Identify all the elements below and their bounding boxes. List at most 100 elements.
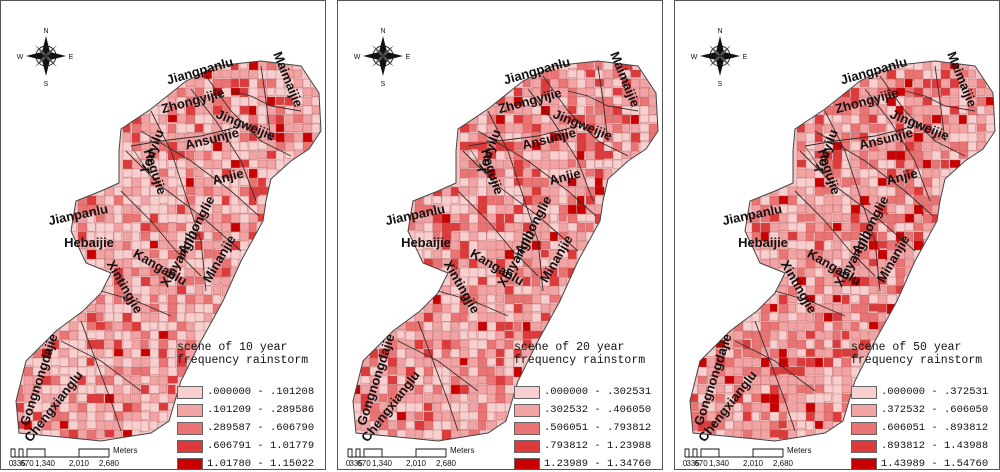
parcel	[468, 276, 480, 286]
parcel	[504, 159, 514, 169]
parcel	[760, 321, 771, 332]
parcel	[868, 249, 877, 261]
parcel	[841, 213, 851, 222]
parcel	[405, 357, 416, 369]
parcel	[414, 222, 425, 231]
parcel	[140, 150, 150, 160]
legend-swatch	[514, 439, 540, 453]
street-line	[457, 190, 539, 277]
parcel	[149, 366, 161, 375]
parcel	[203, 96, 213, 105]
parcel	[621, 69, 631, 78]
parcel	[558, 231, 568, 240]
parcel	[149, 204, 160, 214]
parcel	[823, 105, 834, 116]
parcel	[167, 312, 177, 322]
parcel	[540, 150, 551, 159]
parcel	[778, 366, 789, 375]
parcel	[77, 357, 87, 367]
parcel	[531, 177, 541, 188]
parcel	[733, 321, 743, 331]
parcel	[733, 348, 742, 360]
parcel	[778, 312, 790, 322]
parcel	[495, 114, 506, 125]
parcel	[459, 159, 469, 169]
parcel	[203, 249, 213, 258]
district-map: NSW E Jiangpanlu MaimaijieZhongyijieYouyilu…	[689, 28, 996, 445]
parcel	[239, 249, 250, 261]
parcel	[293, 69, 303, 78]
compass-e-label: E	[743, 54, 748, 61]
parcel	[760, 411, 770, 420]
parcel	[796, 348, 808, 357]
parcel	[131, 357, 142, 366]
parcel	[531, 150, 543, 161]
parcel	[778, 339, 788, 350]
parcel	[805, 411, 815, 422]
street-line	[130, 125, 242, 147]
parcel	[522, 321, 531, 333]
parcel	[203, 159, 214, 169]
street-line	[467, 125, 579, 147]
parcel	[648, 87, 658, 97]
parcel	[769, 384, 779, 396]
parcel	[432, 249, 442, 259]
parcel	[513, 123, 525, 134]
parcel	[769, 402, 781, 413]
parcel	[504, 285, 514, 295]
parcel	[95, 249, 106, 259]
parcel	[742, 393, 752, 403]
parcel	[814, 348, 823, 358]
parcel	[459, 222, 470, 231]
parcel	[486, 222, 496, 231]
parcel	[203, 294, 213, 305]
parcel	[904, 222, 914, 231]
parcel	[715, 348, 725, 358]
parcel	[540, 141, 550, 151]
parcel	[787, 330, 797, 342]
parcel	[495, 402, 506, 414]
parcel	[585, 141, 596, 152]
street-line	[527, 88, 594, 202]
parcel	[796, 150, 805, 162]
parcel	[760, 222, 771, 233]
parcel	[284, 105, 294, 115]
parcel	[504, 231, 515, 243]
parcel	[113, 384, 124, 395]
parcel	[468, 177, 479, 188]
parcel	[212, 285, 221, 295]
parcel	[877, 276, 887, 285]
parcel	[158, 114, 167, 126]
parcel	[531, 312, 542, 323]
parcel	[760, 429, 771, 439]
parcel	[522, 213, 532, 223]
parcel	[167, 321, 178, 331]
parcel	[248, 69, 259, 79]
parcel	[913, 222, 924, 231]
parcel	[257, 132, 266, 141]
parcel	[140, 267, 150, 276]
parcel	[230, 141, 241, 151]
parcel	[257, 61, 268, 71]
parcel	[468, 375, 479, 387]
parcel	[814, 276, 825, 287]
parcel	[212, 150, 223, 161]
parcel	[230, 258, 239, 267]
parcel	[486, 285, 497, 296]
parcel	[904, 195, 914, 205]
parcel	[976, 114, 987, 125]
parcel	[576, 150, 585, 161]
parcel	[450, 195, 459, 204]
parcel	[540, 258, 550, 267]
parcel	[715, 384, 725, 393]
scale-tick-label: 335	[349, 459, 363, 468]
compass-e-label: E	[406, 54, 411, 61]
parcel	[540, 231, 552, 240]
parcel	[868, 312, 879, 324]
parcel	[140, 339, 149, 351]
parcel	[576, 231, 587, 241]
parcel	[715, 420, 725, 430]
parcel	[760, 420, 772, 431]
